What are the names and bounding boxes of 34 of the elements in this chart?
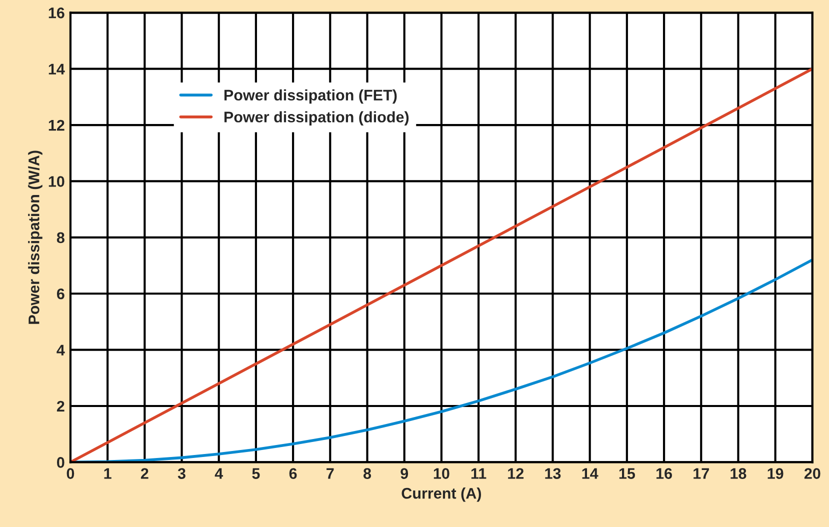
x-tick-label: 14	[582, 468, 598, 479]
x-tick-label: 18	[730, 468, 746, 479]
y-tick-label: 6	[56, 288, 64, 300]
x-tick-label: 3	[178, 468, 186, 479]
y-tick-label: 10	[48, 176, 64, 187]
x-tick-label: 9	[400, 468, 408, 479]
legend-label: Power dissipation (diode)	[224, 111, 409, 126]
y-axis-title: Power dissipation (W/A)	[28, 150, 42, 324]
x-tick-label: 5	[252, 468, 260, 479]
x-tick-label: 13	[545, 468, 561, 479]
x-tick-label: 15	[619, 468, 636, 479]
x-tick-label: 4	[214, 468, 224, 479]
x-tick-label: 20	[804, 468, 820, 479]
y-tick-label: 0	[57, 457, 64, 468]
x-tick-label: 0	[66, 468, 74, 479]
x-tick-label: 17	[694, 468, 709, 479]
y-tick-label: 12	[48, 120, 64, 131]
x-tick-label: 11	[471, 468, 486, 479]
x-tick-label: 8	[363, 468, 372, 479]
x-tick-label: 12	[508, 468, 524, 479]
x-tick-label: 6	[289, 468, 297, 479]
x-tick-label: 7	[326, 468, 334, 479]
x-tick-label: 2	[140, 468, 148, 479]
y-tick-label: 14	[48, 64, 65, 74]
x-tick-label: 19	[768, 468, 784, 479]
x-tick-label: 10	[434, 468, 450, 479]
x-tick-label: 16	[656, 468, 672, 479]
y-tick-label: 8	[56, 232, 64, 244]
x-axis-title: Current (A)	[402, 488, 481, 502]
y-tick-label: 4	[56, 344, 65, 356]
y-tick-label: 16	[48, 8, 64, 18]
y-tick-label: 2	[56, 400, 64, 412]
x-tick-label: 1	[104, 468, 112, 479]
legend-label: Power dissipation (FET)	[224, 89, 397, 104]
